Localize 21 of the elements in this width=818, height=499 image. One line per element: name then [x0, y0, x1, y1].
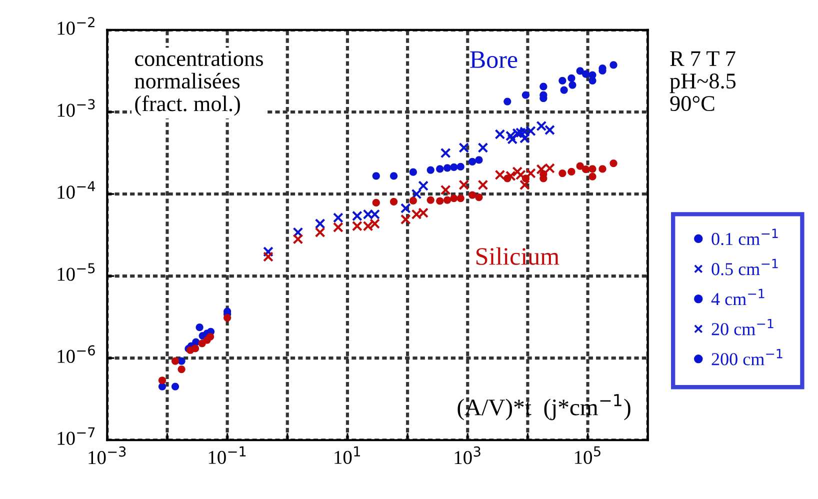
y-tick-label: 10$^{−6}$	[58, 345, 95, 363]
x-tick-label: 10$^{−1}$	[208, 446, 246, 464]
annotation: concentrations normalisées (fract. mol.)	[134, 51, 263, 116]
y-tick-label: 10$^{−3}$	[58, 99, 95, 117]
legend-label: 200 cm$^{−1}$	[712, 348, 782, 366]
y-tick-label: 10$^{−7}$	[58, 427, 95, 445]
y-tick-label: 10$^{−2}$	[58, 17, 94, 35]
y-tick-label: 10$^{−5}$	[58, 263, 95, 281]
annotation: Bore	[470, 51, 518, 68]
x-tick-label: 10$^{−3}$	[88, 446, 126, 464]
legend-label: 0.1 cm$^{−1}$	[712, 228, 778, 246]
legend-label: 4 cm$^{−1}$	[711, 288, 764, 306]
x-axis-title: (A/V)*t (j*cm$^{−1}$)	[458, 394, 630, 420]
x-tick-label: 10$^{3}$	[454, 446, 480, 464]
x-tick-label: 10$^{5}$	[575, 446, 600, 464]
y-tick-label: 10$^{−4}$	[58, 181, 96, 199]
legend-label: 0.5 cm$^{−1}$	[712, 258, 778, 276]
legend-label: 20 cm$^{−1}$	[712, 318, 774, 336]
text: R 7 T 7 pH~8.5 90°C	[670, 51, 736, 112]
x-tick-label: 10$^{1}$	[334, 446, 360, 464]
annotation: Silicium	[476, 247, 560, 265]
